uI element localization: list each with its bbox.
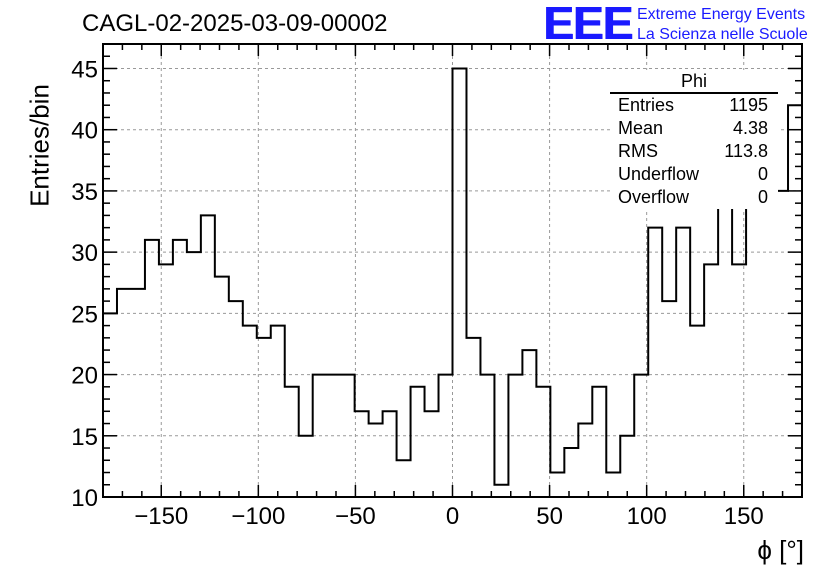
histogram-bin bbox=[383, 411, 397, 497]
x-tick-label: 0 bbox=[446, 503, 459, 530]
stats-row-entries: Entries 1195 bbox=[610, 94, 778, 117]
histogram-bin bbox=[215, 277, 229, 497]
logo-line-1: Extreme Energy Events bbox=[637, 6, 806, 23]
histogram-bin bbox=[620, 436, 634, 497]
histogram-bin bbox=[732, 264, 746, 497]
histogram-bin bbox=[480, 375, 494, 497]
histogram-bin bbox=[341, 375, 355, 497]
y-tick-label: 40 bbox=[71, 118, 98, 145]
histogram-bin bbox=[369, 424, 383, 497]
x-tick-label: 50 bbox=[536, 503, 563, 530]
histogram-bin bbox=[299, 436, 313, 497]
stats-value: 113.8 bbox=[724, 141, 768, 161]
histogram-bin bbox=[662, 301, 676, 497]
histogram-bin bbox=[494, 485, 508, 497]
histogram-bin bbox=[676, 228, 690, 497]
histogram-bin bbox=[285, 387, 299, 497]
stats-row-underflow: Underflow 0 bbox=[610, 163, 778, 186]
histogram-bin bbox=[411, 387, 425, 497]
histogram-bin bbox=[522, 350, 536, 497]
stats-label: Entries bbox=[618, 95, 675, 115]
stats-box: Phi Entries 1195 Mean 4.38 RMS 113.8 Und… bbox=[610, 70, 778, 209]
x-tick-label: 100 bbox=[627, 503, 667, 530]
stats-row-overflow: Overflow 0 bbox=[610, 186, 778, 209]
histogram-bin bbox=[439, 375, 453, 497]
logo-line-2: La Scienza nelle Scuole bbox=[637, 26, 808, 43]
histogram-bin bbox=[229, 301, 243, 497]
histogram-bin bbox=[704, 264, 718, 497]
x-axis-label: ϕ [°] bbox=[757, 535, 804, 565]
histogram-bin bbox=[117, 289, 131, 497]
y-tick-label: 15 bbox=[71, 424, 98, 451]
y-tick-label: 35 bbox=[71, 179, 98, 206]
y-tick-label: 30 bbox=[71, 240, 98, 267]
histogram-bin bbox=[466, 338, 480, 497]
stats-value: 4.38 bbox=[732, 118, 768, 138]
histogram-bin bbox=[718, 191, 732, 497]
stats-label: Underflow bbox=[618, 164, 700, 184]
histogram-bin bbox=[690, 326, 704, 497]
histogram-bin bbox=[592, 387, 606, 497]
stats-label: Mean bbox=[618, 118, 664, 138]
histogram-outline bbox=[103, 67, 802, 486]
histogram-bin bbox=[187, 252, 201, 497]
stats-row-rms: RMS 113.8 bbox=[610, 140, 778, 163]
histogram-bin bbox=[397, 460, 411, 497]
histogram-bin bbox=[173, 240, 187, 497]
y-tick-label: 25 bbox=[71, 301, 98, 328]
stats-row-mean: Mean 4.38 bbox=[610, 117, 778, 140]
y-tick-label: 20 bbox=[71, 363, 98, 390]
chart-title: CAGL-02-2025-03-09-00002 bbox=[82, 10, 388, 37]
histogram-bin bbox=[159, 264, 173, 497]
stats-value: 1195 bbox=[729, 95, 768, 115]
histogram-bin bbox=[257, 338, 271, 497]
histogram-bin bbox=[313, 375, 327, 497]
histogram-bin bbox=[648, 228, 662, 497]
y-axis-label-wrap: Entries/bin bbox=[5, 84, 55, 207]
stats-title: Phi bbox=[610, 70, 778, 94]
x-tick-label: −100 bbox=[231, 503, 285, 530]
x-tick-label: −150 bbox=[134, 503, 188, 530]
y-tick-label: 10 bbox=[71, 485, 98, 512]
y-tick-label: 45 bbox=[71, 56, 98, 83]
histogram-bin bbox=[425, 411, 439, 497]
stats-value: 0 bbox=[757, 164, 768, 184]
histogram-bin bbox=[201, 215, 215, 497]
x-tick-label: −50 bbox=[335, 503, 376, 530]
histogram-bin bbox=[243, 326, 257, 497]
x-tick-label: 150 bbox=[724, 503, 764, 530]
histogram-bin bbox=[634, 375, 648, 497]
stats-label: RMS bbox=[618, 141, 658, 161]
histogram-bin bbox=[774, 191, 788, 497]
eee-logo: EEE bbox=[543, 0, 633, 49]
stats-label: Overflow bbox=[618, 187, 690, 207]
histogram-bin bbox=[760, 166, 774, 497]
histogram-bin bbox=[536, 387, 550, 497]
stats-value: 0 bbox=[757, 187, 768, 207]
histogram-bin bbox=[550, 473, 564, 497]
histogram-bin bbox=[327, 375, 341, 497]
histogram-bin bbox=[131, 289, 145, 497]
histogram-bin bbox=[453, 68, 467, 497]
histogram-bin bbox=[145, 240, 159, 497]
y-axis-label: Entries/bin bbox=[24, 84, 55, 207]
histogram-bin bbox=[271, 326, 285, 497]
histogram-bin bbox=[564, 448, 578, 497]
histogram-bin bbox=[355, 411, 369, 497]
histogram-bin bbox=[103, 313, 117, 497]
histogram-bin bbox=[508, 375, 522, 497]
histogram-bin bbox=[578, 424, 592, 497]
histogram-bin bbox=[746, 191, 760, 497]
